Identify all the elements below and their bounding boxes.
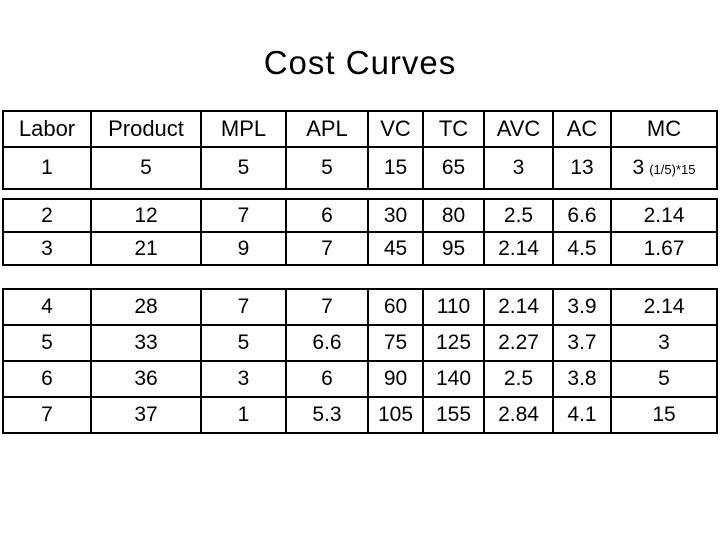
cost-table-group-3: 4 28 7 7 60 110 2.14 3.9 2.14 5 33 5 6.6…: [2, 288, 718, 434]
table-row: 6 36 3 6 90 140 2.5 3.8 5: [2, 360, 718, 398]
table-cell: 3.9: [552, 288, 612, 326]
table-cell: 2.5: [483, 360, 554, 398]
column-header-avc: AVC: [483, 110, 554, 148]
table-cell: 6.6: [285, 324, 369, 362]
column-header-labor: Labor: [2, 110, 92, 148]
table-cell: 2.14: [610, 198, 718, 233]
column-header-vc: VC: [367, 110, 424, 148]
table-row: 7 37 1 5.3 105 155 2.84 4.1 15: [2, 396, 718, 434]
table-cell: 80: [422, 198, 485, 233]
column-header-product: Product: [90, 110, 202, 148]
table-cell: 155: [422, 396, 485, 434]
table-cell: 3: [610, 324, 718, 362]
table-cell: 2.84: [483, 396, 554, 434]
table-cell: 36: [90, 360, 202, 398]
table-cell: 7: [285, 231, 369, 266]
table-cell: 125: [422, 324, 485, 362]
table-cell: 110: [422, 288, 485, 326]
table-cell: 2.14: [610, 288, 718, 326]
table-cell: 3.8: [552, 360, 612, 398]
table-cell: 5: [610, 360, 718, 398]
table-cell: 65: [422, 146, 485, 190]
table-row: 1 5 5 5 15 65 3 13 3 (1/5)*15: [2, 146, 718, 190]
table-cell: 2.14: [483, 231, 554, 266]
table-cell: 1.67: [610, 231, 718, 266]
column-header-apl: APL: [285, 110, 369, 148]
table-cell: 5: [90, 146, 202, 190]
table-cell: 21: [90, 231, 202, 266]
table-cell: 5: [200, 324, 287, 362]
mc-formula-note: (1/5)*15: [649, 162, 696, 177]
slide-title: Cost Curves: [263, 44, 457, 81]
table-cell: 60: [367, 288, 424, 326]
table-cell: 6: [2, 360, 92, 398]
table-cell: 4: [2, 288, 92, 326]
table-cell: 4.5: [552, 231, 612, 266]
table-cell: 33: [90, 324, 202, 362]
table-cell: 3: [483, 146, 554, 190]
table-cell: 1: [200, 396, 287, 434]
table-cell: 2.14: [483, 288, 554, 326]
table-row: 3 21 9 7 45 95 2.14 4.5 1.67: [2, 231, 718, 266]
table-cell: 5: [200, 146, 287, 190]
table-cell: 5.3: [285, 396, 369, 434]
table-cell: 9: [200, 231, 287, 266]
header-row: Labor Product MPL APL VC TC AVC AC MC: [2, 110, 718, 148]
table-cell: 90: [367, 360, 424, 398]
table-cell: 140: [422, 360, 485, 398]
table-cell: 15: [367, 146, 424, 190]
table-cell: 15: [610, 396, 718, 434]
column-header-mc: MC: [610, 110, 718, 148]
table-cell-mc-with-note: 3 (1/5)*15: [610, 146, 718, 190]
column-header-mpl: MPL: [200, 110, 287, 148]
table-cell: 6: [285, 198, 369, 233]
table-cell: 3: [2, 231, 92, 266]
table-cell: 2.27: [483, 324, 554, 362]
table-cell: 30: [367, 198, 424, 233]
table-cell: 5: [2, 324, 92, 362]
table-cell: 5: [285, 146, 369, 190]
table-cell: 105: [367, 396, 424, 434]
table-cell: 1: [2, 146, 92, 190]
table-cell: 3: [200, 360, 287, 398]
table-row: 5 33 5 6.6 75 125 2.27 3.7 3: [2, 324, 718, 362]
cost-table-group-1: Labor Product MPL APL VC TC AVC AC MC 1 …: [2, 110, 718, 190]
table-row: 4 28 7 7 60 110 2.14 3.9 2.14: [2, 288, 718, 326]
table-cell: 13: [552, 146, 612, 190]
table-cell: 7: [285, 288, 369, 326]
table-cell: 95: [422, 231, 485, 266]
column-header-ac: AC: [552, 110, 612, 148]
table-cell: 4.1: [552, 396, 612, 434]
table-cell: 37: [90, 396, 202, 434]
table-cell: 28: [90, 288, 202, 326]
mc-value: 3: [632, 156, 645, 179]
table-cell: 7: [200, 288, 287, 326]
table-cell: 45: [367, 231, 424, 266]
table-cell: 7: [200, 198, 287, 233]
column-header-tc: TC: [422, 110, 485, 148]
table-cell: 2.5: [483, 198, 554, 233]
table-cell: 2: [2, 198, 92, 233]
table-cell: 75: [367, 324, 424, 362]
table-cell: 6.6: [552, 198, 612, 233]
table-cell: 7: [2, 396, 92, 434]
table-cell: 3.7: [552, 324, 612, 362]
cost-table-group-2: 2 12 7 6 30 80 2.5 6.6 2.14 3 21 9 7 45 …: [2, 198, 718, 266]
table-row: 2 12 7 6 30 80 2.5 6.6 2.14: [2, 198, 718, 233]
table-cell: 12: [90, 198, 202, 233]
table-cell: 6: [285, 360, 369, 398]
